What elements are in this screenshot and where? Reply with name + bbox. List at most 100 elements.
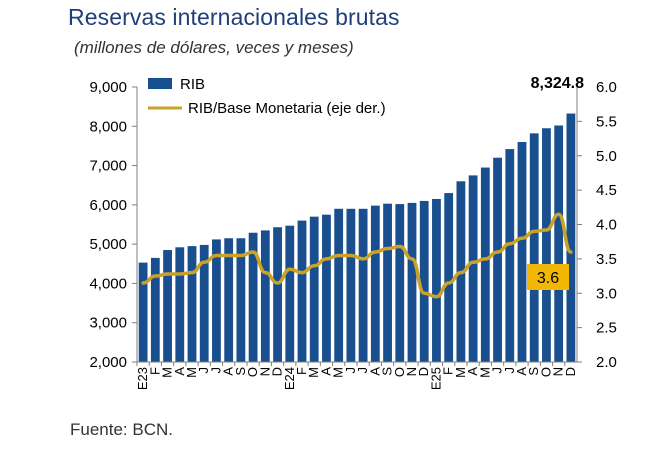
- left-tick-label: 9,000: [89, 79, 127, 96]
- right-tick-label: 5.5: [596, 113, 617, 130]
- bar-rib: [334, 208, 344, 362]
- bar-rib: [212, 239, 221, 362]
- left-tick-label: 2,000: [89, 354, 127, 371]
- bar-rib: [432, 198, 441, 362]
- x-tick-label: S: [526, 367, 541, 376]
- chart-title: Reservas internacionales brutas: [68, 4, 400, 30]
- x-tick-label: J: [343, 367, 358, 374]
- bar-rib: [297, 220, 307, 362]
- bar-rib: [383, 203, 392, 362]
- x-tick-label: F: [147, 367, 162, 375]
- x-tick-label: J: [355, 367, 370, 374]
- bar-rib: [529, 133, 539, 362]
- right-tick-label: 2.5: [596, 320, 617, 337]
- left-tick-label: 8,000: [89, 118, 127, 135]
- bar-rib: [517, 142, 527, 362]
- source-note: Fuente: BCN.: [70, 420, 173, 439]
- x-tick-label: E25: [428, 367, 443, 390]
- x-tick-label: E23: [135, 367, 150, 390]
- x-tick-label: N: [404, 367, 419, 376]
- legend-line-label: RIB/Base Monetaria (eje der.): [188, 100, 386, 117]
- bar-rib: [199, 244, 209, 362]
- bars-layer: [138, 113, 576, 362]
- last-line-value-label: 3.6: [537, 270, 559, 287]
- bar-rib: [248, 232, 258, 362]
- bar-rib: [480, 167, 490, 362]
- bar-rib: [309, 216, 319, 362]
- left-tick-label: 5,000: [89, 236, 127, 253]
- bar-rib: [346, 208, 356, 362]
- right-tick-label: 5.0: [596, 148, 617, 165]
- x-tick-label: D: [416, 367, 431, 376]
- bar-rib: [493, 157, 502, 362]
- bar-rib: [273, 227, 282, 362]
- x-tick-label: A: [172, 367, 187, 376]
- legend-bar-swatch: [148, 78, 172, 89]
- axes-layer: 2,000 3,000 4,000 5,000 6,000 7,000 8,000 9,000…: [89, 79, 616, 390]
- x-tick-label: A: [367, 367, 382, 376]
- right-tick-label: 4.0: [596, 217, 617, 234]
- x-tick-label: F: [294, 367, 309, 375]
- line-layer: [141, 212, 573, 299]
- bar-rib: [395, 204, 405, 362]
- x-tick-label: N: [551, 367, 566, 376]
- left-tick-label: 3,000: [89, 315, 127, 332]
- bar-rib: [175, 247, 185, 362]
- bar-rib: [407, 202, 417, 362]
- bar-rib: [370, 205, 380, 362]
- bar-rib: [187, 246, 197, 362]
- bar-rib: [566, 113, 576, 362]
- left-tick-label: 4,000: [89, 275, 127, 292]
- x-tick-label: M: [331, 367, 346, 378]
- bar-rib: [260, 230, 270, 362]
- x-tick-label: M: [306, 367, 321, 378]
- left-tick-label: 7,000: [89, 158, 127, 175]
- bar-rib: [236, 238, 246, 362]
- x-tick-label: M: [160, 367, 175, 378]
- x-tick-label: A: [221, 367, 236, 376]
- x-tick-label: J: [502, 367, 517, 374]
- x-tick-label: D: [270, 367, 285, 376]
- bar-rib: [419, 200, 429, 362]
- x-tick-label: A: [318, 367, 333, 376]
- x-tick-label: A: [514, 367, 529, 376]
- bar-rib: [554, 125, 564, 362]
- bar-rib: [285, 225, 295, 362]
- bar-rib: [163, 250, 172, 362]
- x-tick-label: F: [441, 367, 456, 375]
- bar-rib: [505, 149, 515, 362]
- right-tick-label: 4.5: [596, 182, 617, 199]
- x-tick-label: D: [563, 367, 578, 376]
- x-tick-label: O: [392, 367, 407, 377]
- last-line-value-box: [527, 264, 569, 290]
- x-tick-label: E24: [282, 367, 297, 390]
- legend-bar-label: RIB: [180, 76, 205, 93]
- bar-rib: [138, 262, 148, 362]
- x-tick-label: M: [477, 367, 492, 378]
- x-tick-label: A: [465, 367, 480, 376]
- x-tick-label: S: [380, 367, 395, 376]
- right-tick-label: 6.0: [596, 79, 617, 96]
- x-tick-label: J: [196, 367, 211, 374]
- x-tick-label: M: [184, 367, 199, 378]
- right-tick-label: 2.0: [596, 354, 617, 371]
- x-tick-label: J: [208, 367, 223, 374]
- bar-rib: [150, 257, 160, 362]
- right-tick-label: 3.0: [596, 285, 617, 302]
- x-tick-label: N: [257, 367, 272, 376]
- chart-subtitle: (millones de dólares, veces y meses): [74, 38, 354, 57]
- legend: RIB RIB/Base Monetaria (eje der.): [148, 76, 386, 117]
- bar-rib: [224, 238, 234, 362]
- x-tick-label: J: [490, 367, 505, 374]
- line-rib-base-monetaria: [141, 212, 573, 299]
- x-tick-label: M: [453, 367, 468, 378]
- left-tick-label: 6,000: [89, 197, 127, 214]
- bar-rib: [542, 128, 551, 362]
- last-bar-value-label: 8,324.8: [531, 75, 584, 92]
- bar-rib: [322, 214, 331, 362]
- bar-rib: [444, 193, 454, 362]
- bar-rib: [358, 208, 368, 362]
- bar-rib: [468, 175, 478, 362]
- x-tick-label: S: [233, 367, 248, 376]
